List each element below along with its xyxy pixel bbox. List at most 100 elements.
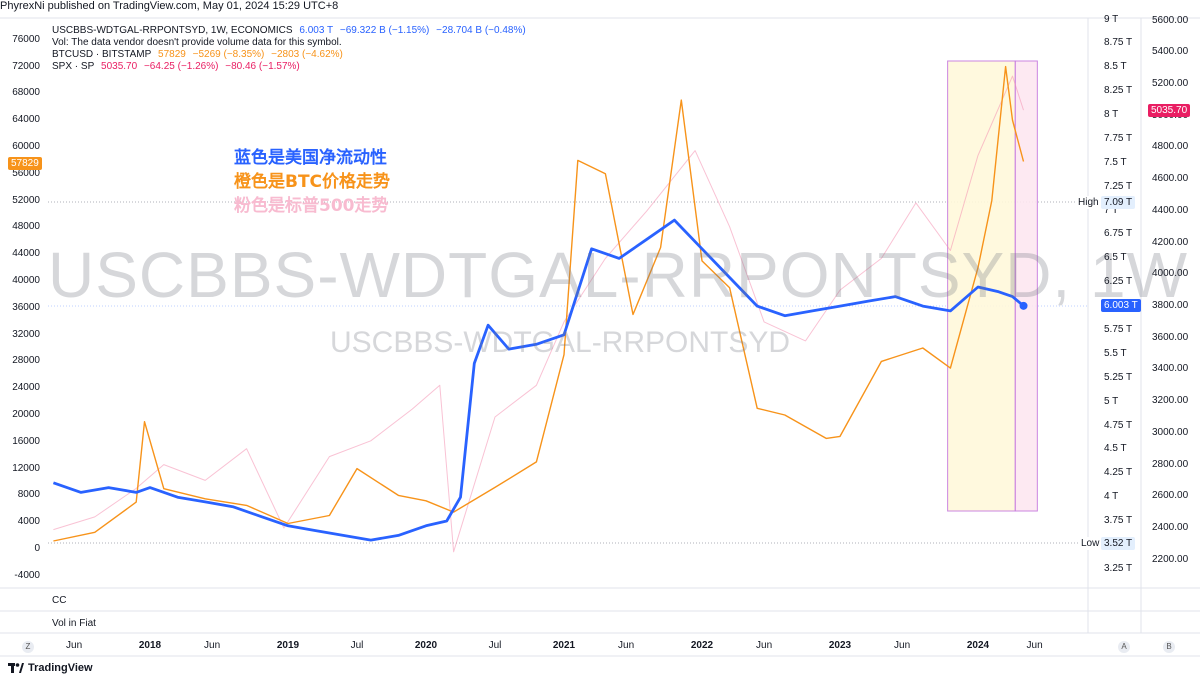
pane-vol-label[interactable]: Vol in Fiat [52, 618, 96, 629]
high-label: High [1075, 196, 1102, 209]
time-axis-tick: 2024 [966, 640, 990, 651]
right-axis-liquidity-tick: 3.25 T [1104, 562, 1133, 574]
liquidity-last-marker [1019, 301, 1028, 310]
liquidity-series-line [52, 218, 1025, 542]
right-axis-liquidity-tick: 7.25 T [1104, 180, 1133, 192]
publish-info: PhyrexNi published on TradingView.com, M… [0, 0, 339, 12]
time-axis-tick: 2020 [414, 640, 438, 651]
time-axis-tick: Jun [756, 640, 773, 651]
spx-series-line [53, 75, 1024, 553]
right-axis-liquidity-tick: 8.75 T [1104, 37, 1133, 49]
right-axis-spx-tick: 3200.00 [1152, 395, 1189, 407]
time-axis-tick: 2023 [828, 640, 852, 651]
zoom-button[interactable]: Z [22, 641, 34, 653]
left-axis-tick: 64000 [12, 114, 40, 126]
high-value: 7.09 T [1101, 196, 1136, 209]
left-axis-tick: 28000 [12, 355, 40, 367]
pane-cc-label[interactable]: CC [52, 595, 67, 606]
left-axis-tick: 48000 [12, 221, 40, 233]
time-axis-tick: 2022 [690, 640, 714, 651]
right-axis-spx-tick: 5400.00 [1152, 46, 1189, 58]
legend-btc-symbol: BTCUSD · BITSTAMP [52, 49, 152, 60]
right-axis-spx-tick: 2800.00 [1152, 458, 1189, 470]
right-axis-liquidity-tick: 8.5 T [1104, 61, 1127, 73]
right-axis-spx-tick: 3600.00 [1152, 331, 1189, 343]
time-axis-tick: Jul [350, 640, 364, 651]
right-axis-spx-tick: 4400.00 [1152, 204, 1189, 216]
legend-liquidity-change: −69.322 B (−1.15%) [339, 25, 430, 36]
low-label: Low [1078, 537, 1103, 550]
right-axis-liquidity-tick: 7.75 T [1104, 132, 1133, 144]
left-axis-tick: 44000 [12, 248, 40, 260]
time-axis-tick: Jun [66, 640, 83, 651]
left-axis-tick: 0 [34, 543, 40, 554]
right-axis-liquidity-tick: 5 T [1104, 395, 1119, 407]
right-axis-spx-tick: 3000.00 [1152, 426, 1189, 438]
legend-btc-change2: −2803 (−4.62%) [271, 49, 343, 60]
right-axis-liquidity-tick: 4.75 T [1104, 419, 1133, 431]
left-axis-tick: 24000 [12, 382, 40, 394]
time-axis-tick: 2018 [138, 640, 162, 651]
right-axis-liquidity-tick: 6.75 T [1104, 228, 1133, 240]
left-axis-tick: 72000 [12, 60, 40, 72]
annotation-orange: 橙色是BTC价格走势 [234, 172, 391, 192]
right-axis-liquidity-tick: 4 T [1104, 491, 1119, 503]
right-axis-liquidity-tick: 8.25 T [1104, 85, 1133, 97]
liquidity-last-badge: 6.003 T [1101, 299, 1141, 312]
highlight-box-pink [1014, 60, 1038, 512]
right-axis-liquidity-tick: 6.5 T [1104, 252, 1127, 264]
time-axis-tick: 2019 [276, 640, 300, 651]
right-axis-spx-tick: 4800.00 [1152, 141, 1189, 153]
right-axis-liquidity-tick: 5.25 T [1104, 371, 1133, 383]
left-axis-tick: 12000 [12, 462, 40, 474]
right-axis-liquidity-tick: 3.75 T [1104, 515, 1133, 527]
legend-liquidity-value: 6.003 T [299, 25, 334, 36]
time-axis-tick: Jul [488, 640, 502, 651]
time-axis-tick: Jun [204, 640, 221, 651]
auto-scale-button[interactable]: A [1118, 641, 1130, 653]
legend-liquidity-symbol: USCBBS-WDTGAL-RRPONTSYD, 1W, ECONOMICS [52, 25, 293, 36]
low-value: 3.52 T [1101, 537, 1136, 550]
right-axis-spx-tick: 3800.00 [1152, 300, 1189, 311]
left-axis-tick: 8000 [17, 489, 40, 501]
tradingview-logo: TradingView [8, 662, 93, 674]
right-axis-spx-tick: 5200.00 [1152, 78, 1189, 89]
left-axis-tick: 32000 [12, 328, 40, 340]
left-axis-tick: 56000 [12, 167, 40, 179]
scale-b-button[interactable]: B [1163, 641, 1175, 653]
left-axis-tick: 68000 [12, 87, 40, 99]
right-axis-liquidity-tick: 6.25 T [1104, 276, 1133, 288]
right-axis-liquidity-tick: 7 T [1104, 204, 1119, 216]
right-axis-liquidity-tick: 8 T [1104, 109, 1119, 121]
time-axis-tick: 2021 [552, 640, 576, 651]
right-axis-spx-tick: 5600.00 [1152, 14, 1189, 26]
right-axis-spx-tick: 4000.00 [1152, 268, 1189, 280]
legend-btc-value: 57829 [158, 49, 186, 60]
spx-last-badge: 5035.70 [1148, 104, 1191, 117]
legend-spx-value: 5035.70 [101, 61, 138, 72]
annotation-text: 蓝色是美国净流动性 橙色是BTC价格走势 粉色是标普500走势 [234, 146, 390, 218]
left-axis-tick: 4000 [17, 516, 40, 528]
left-axis-tick: 36000 [12, 301, 40, 313]
left-axis-tick: 16000 [12, 435, 40, 447]
legend-spx-symbol: SPX · SP [52, 61, 95, 72]
legend-liquidity[interactable]: USCBBS-WDTGAL-RRPONTSYD, 1W, ECONOMICS 6… [52, 25, 530, 36]
right-axis-liquidity-tick: 4.5 T [1104, 443, 1127, 455]
legend-liquidity-change2: −28.704 B (−0.48%) [436, 25, 526, 36]
legend-btc[interactable]: BTCUSD · BITSTAMP 57829 −5269 (−8.35%) −… [52, 49, 347, 60]
right-axis-spx-tick: 2600.00 [1152, 490, 1189, 502]
right-axis-liquidity-tick: 7.5 T [1104, 156, 1127, 168]
annotation-pink: 粉色是标普500走势 [234, 196, 389, 216]
legend-vol: Vol: The data vendor doesn't provide vol… [52, 37, 342, 48]
time-axis-tick: Jun [1026, 640, 1043, 651]
btc-last-badge: 57829 [8, 157, 42, 170]
highlight-box-yellow [947, 60, 1016, 512]
annotation-blue: 蓝色是美国净流动性 [234, 148, 387, 168]
right-axis-spx-tick: 4600.00 [1152, 173, 1189, 185]
time-axis-tick: Jun [618, 640, 635, 651]
time-axis-tick: Jun [894, 640, 911, 651]
symbol-watermark: USCBBS-WDTGAL-RRPONTSYD, 1W [48, 239, 1188, 311]
legend-spx[interactable]: SPX · SP 5035.70 −64.25 (−1.26%) −80.46 … [52, 61, 304, 72]
legend-spx-change: −64.25 (−1.26%) [143, 61, 219, 72]
